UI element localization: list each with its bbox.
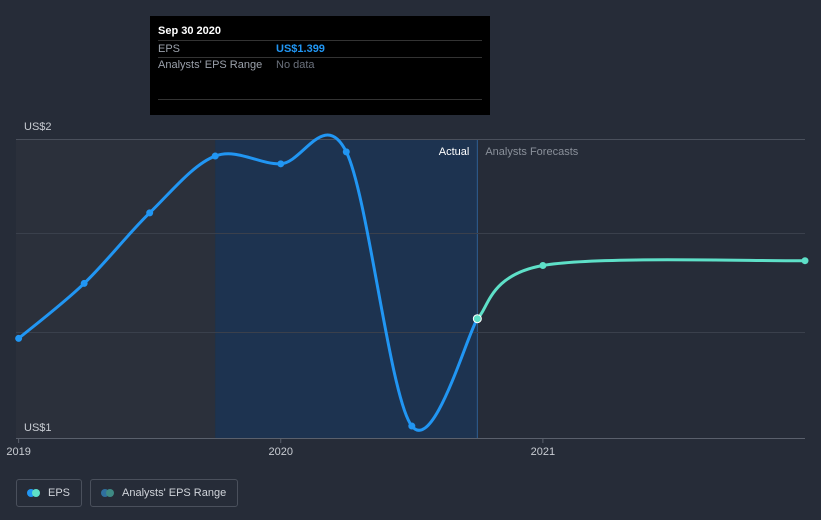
eps-point (342, 148, 350, 156)
legend-range-label: Analysts' EPS Range (122, 487, 227, 499)
forecast-label: Analysts Forecasts (485, 146, 578, 158)
eps-forecast-point (801, 257, 809, 265)
tooltip-date: Sep 30 2020 (158, 25, 221, 37)
x-tick-label: 2019 (6, 446, 30, 458)
x-tick-label: 2021 (531, 446, 555, 458)
eps-forecast-line (475, 258, 807, 321)
legend: EPS Analysts' EPS Range (16, 479, 239, 507)
eps-point (15, 334, 23, 342)
legend-eps-button[interactable]: EPS (16, 479, 83, 507)
tooltip-eps-label: EPS (158, 43, 181, 55)
tooltip-range-value: No data (276, 59, 315, 71)
eps-point (472, 314, 482, 324)
tooltip-eps-value: US$1.399 (276, 43, 325, 55)
eps-swatch-icon (27, 489, 41, 497)
y-axis-min-label: US$1 (24, 422, 52, 434)
tooltip-range-label: Analysts' EPS Range (158, 59, 263, 71)
actual-label: Actual (439, 146, 470, 158)
hover-tooltip: Sep 30 2020 EPS US$1.399 Analysts' EPS R… (150, 16, 490, 115)
past-shade (16, 139, 216, 438)
legend-eps-label: EPS (48, 487, 71, 499)
tooltip-row-eps: EPS US$1.399 (158, 40, 482, 57)
eps-point (211, 152, 219, 160)
actual-highlight (215, 139, 478, 438)
range-swatch-icon (101, 489, 115, 497)
eps-point (277, 160, 285, 168)
y-axis-max-label: US$2 (24, 121, 52, 133)
eps-point (146, 209, 154, 217)
eps-point (80, 279, 88, 287)
eps-point (408, 422, 416, 430)
x-tick-label: 2020 (269, 446, 293, 458)
legend-range-button[interactable]: Analysts' EPS Range (90, 479, 239, 507)
tooltip-row-range: Analysts' EPS Range No data (158, 57, 482, 100)
eps-forecast-point (539, 261, 547, 269)
